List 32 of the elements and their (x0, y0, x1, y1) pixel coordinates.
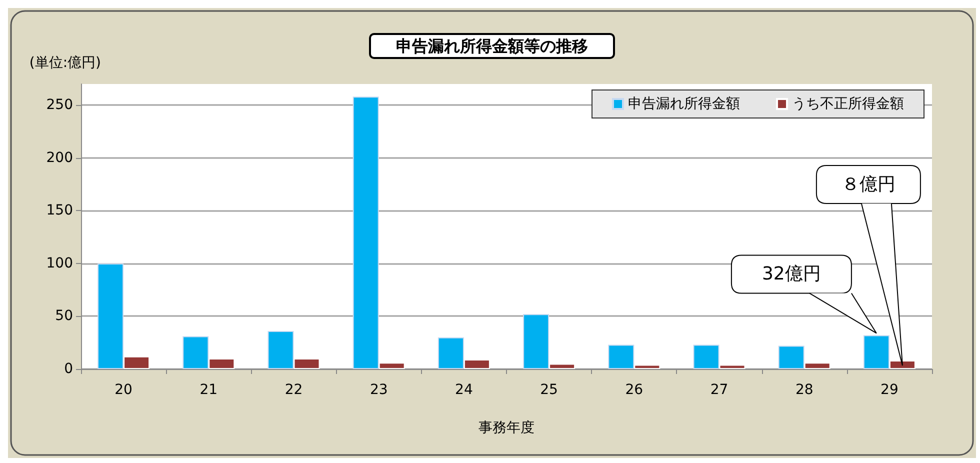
bar (98, 263, 124, 369)
bar (693, 344, 720, 369)
x-tick-label: 25 (540, 382, 558, 398)
x-tick-label: 21 (200, 382, 218, 398)
y-tick-label: 250 (46, 97, 73, 114)
legend-label: 申告漏れ所得金額 (628, 96, 740, 112)
x-tick-label: 26 (625, 382, 644, 398)
bar (182, 336, 209, 369)
x-tick-label: 23 (370, 382, 388, 398)
x-tick-label: 24 (455, 382, 473, 398)
annotation: 32億円 (762, 264, 821, 285)
bar (778, 346, 804, 369)
x-tick-label: 29 (880, 382, 898, 398)
y-tick-label: 100 (46, 255, 73, 272)
y-axis-title: (単位:億円) (29, 55, 101, 71)
x-tick-label: 22 (284, 382, 303, 398)
bar (352, 96, 379, 369)
x-tick-label: 27 (710, 382, 728, 398)
bar (438, 337, 464, 369)
x-tick-label: 20 (114, 382, 132, 398)
bar (523, 314, 550, 369)
x-tick-label: 28 (795, 382, 814, 398)
legend-label: うち不正所得金額 (792, 96, 904, 112)
y-tick-label: 50 (55, 308, 73, 324)
bar (608, 344, 634, 369)
y-tick-label: 200 (46, 150, 73, 166)
bar (268, 331, 294, 369)
x-axis-title: 事務年度 (478, 420, 534, 436)
y-tick-label: 150 (46, 202, 73, 219)
annotation: ８億円 (841, 174, 896, 196)
chart-title: 申告漏れ所得金額等の推移 (396, 36, 588, 56)
y-tick-label: 0 (64, 361, 73, 377)
